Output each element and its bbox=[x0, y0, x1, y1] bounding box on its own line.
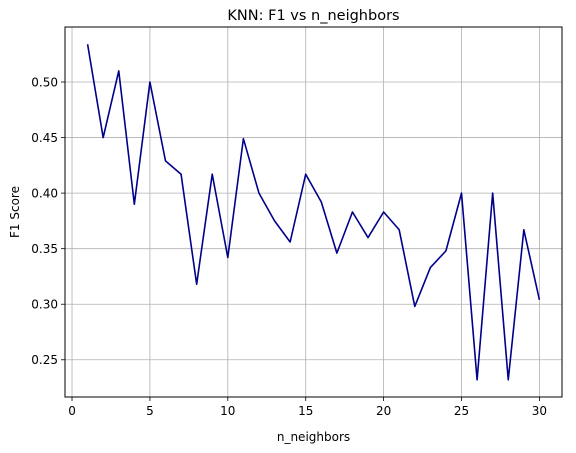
x-tick-label: 30 bbox=[532, 404, 547, 418]
x-tick-label: 15 bbox=[298, 404, 313, 418]
x-axis-label: n_neighbors bbox=[277, 430, 350, 444]
y-tick-label: 0.35 bbox=[31, 242, 58, 256]
y-tick-label: 0.50 bbox=[31, 75, 58, 89]
data-series bbox=[86, 44, 541, 381]
plot-frame bbox=[64, 26, 563, 398]
x-tick-label: 5 bbox=[146, 404, 154, 418]
y-axis-label: F1 Score bbox=[8, 186, 22, 238]
x-tick-label: 0 bbox=[68, 404, 76, 418]
y-tick-label: 0.25 bbox=[31, 353, 58, 367]
x-tick-label: 10 bbox=[220, 404, 235, 418]
axis-ticks: 0 5 10 15 20 25 30 0.25 0.30 0.35 0.40 0.45 0.50 bbox=[31, 75, 547, 418]
f1-score-line bbox=[86, 44, 541, 381]
y-tick-label: 0.40 bbox=[31, 186, 58, 200]
x-tick-label: 20 bbox=[376, 404, 391, 418]
y-tick-label: 0.45 bbox=[31, 131, 58, 145]
x-tick-label: 25 bbox=[454, 404, 469, 418]
chart-title: KNN: F1 vs n_neighbors bbox=[227, 8, 399, 24]
y-tick-label: 0.30 bbox=[31, 298, 58, 312]
grid-lines bbox=[65, 27, 562, 397]
